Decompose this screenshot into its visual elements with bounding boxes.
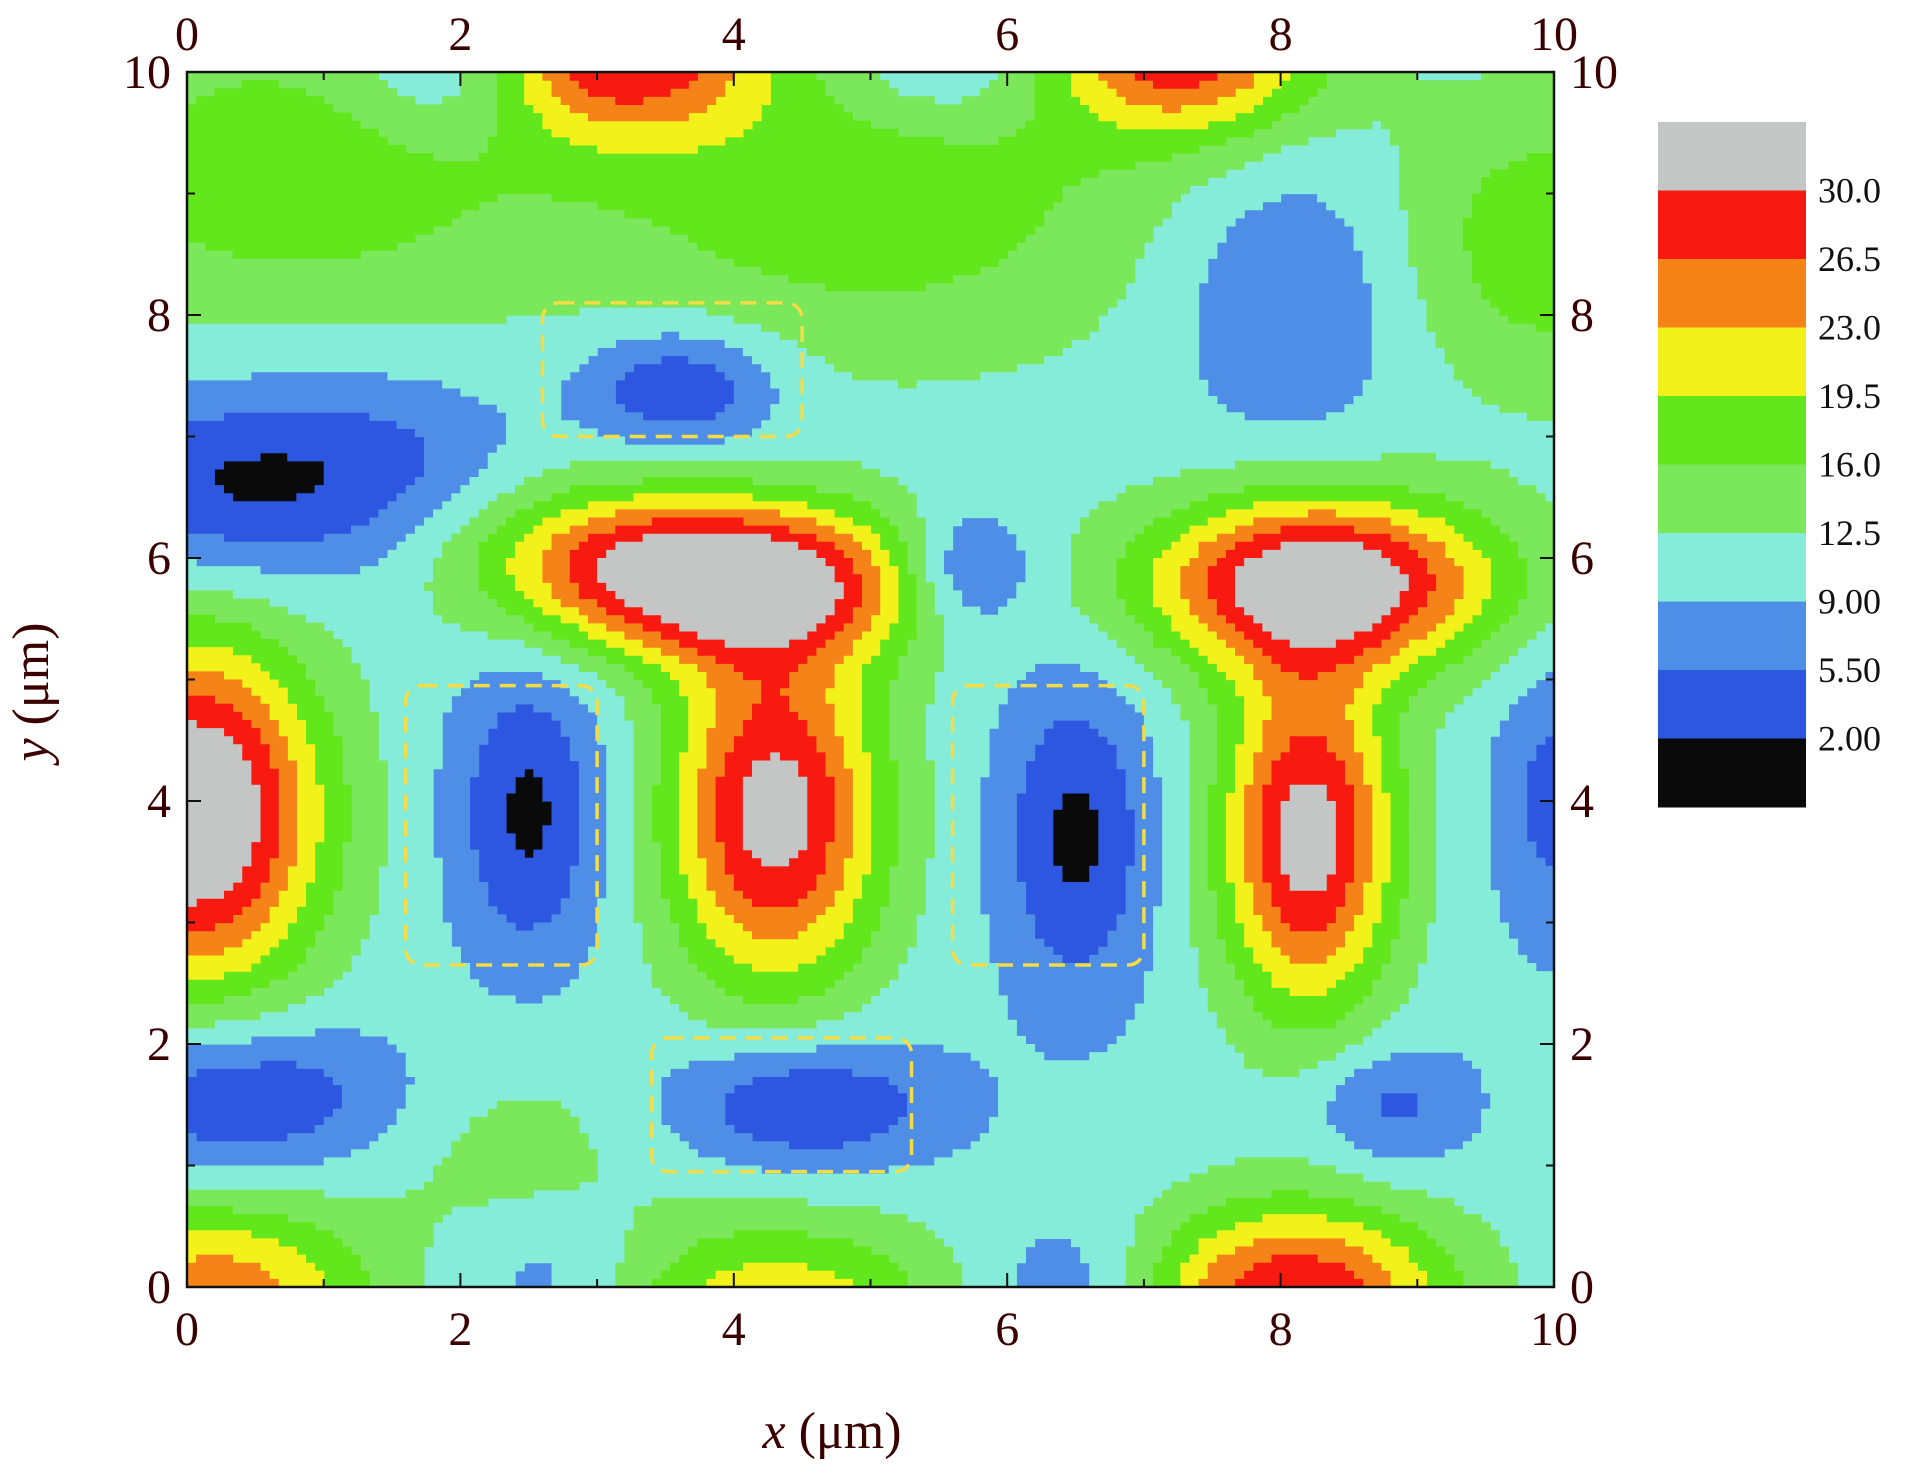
y-tick-label-left: 6 (147, 532, 171, 585)
x-tick-label-top: 4 (722, 8, 746, 61)
colorbar-swatch (1658, 464, 1806, 534)
colorbar-swatch (1658, 190, 1806, 260)
colorbar-level-label: 23.0 (1818, 308, 1881, 348)
contour-band-2 (187, 193, 1555, 1288)
y-tick-label-left: 4 (147, 775, 171, 828)
x-tick-label-bottom: 10 (1530, 1303, 1578, 1356)
highlight-box-1 (540, 301, 804, 439)
colorbar-swatch (1658, 396, 1806, 465)
y-tick-label-right: 8 (1570, 289, 1594, 342)
contour-band-4 (187, 72, 1555, 1288)
colorbar-swatch (1658, 533, 1806, 602)
colorbar: 2.00 5.50 9.00 12.5 16.0 19.5 23.0 26.5 30.0 (1658, 122, 1881, 808)
colorbar-level-label: 30.0 (1818, 171, 1881, 211)
x-tick-label-top: 0 (175, 8, 199, 61)
colorbar-swatch (1658, 259, 1806, 328)
x-tick-label-bottom: 8 (1269, 1303, 1293, 1356)
highlight-box-2 (403, 683, 599, 967)
colorbar-swatch (1658, 122, 1806, 191)
x-axis-title: x (μm) (761, 1403, 901, 1460)
colorbar-level-label: 26.5 (1818, 239, 1881, 279)
contour-plot-area (187, 72, 1555, 1288)
y-tick-label-left: 8 (147, 289, 171, 342)
y-tick-label-left: 2 (147, 1018, 171, 1071)
y-tick-label-left: 0 (147, 1261, 171, 1314)
colorbar-swatch (1658, 601, 1806, 671)
colorbar-level-label: 12.5 (1818, 513, 1881, 553)
colorbar-swatch (1658, 670, 1806, 739)
colorbar-level-label: 2.00 (1818, 719, 1881, 759)
y-tick-label-left: 10 (123, 46, 171, 99)
colorbar-level-label: 19.5 (1818, 376, 1881, 416)
x-axis-variable: x (761, 1403, 785, 1460)
contour-band-3 (187, 72, 1555, 1288)
highlight-boxes (403, 301, 1146, 1174)
x-tick-label-bottom: 4 (722, 1303, 746, 1356)
x-tick-label-bottom: 2 (448, 1303, 472, 1356)
y-tick-label-right: 2 (1570, 1018, 1594, 1071)
y-axis-title: y (μm) (3, 622, 60, 766)
contour-band-6 (187, 72, 1491, 1288)
highlight-box-3 (950, 683, 1146, 967)
y-tick-label-right: 4 (1570, 775, 1594, 828)
colorbar-level-label: 16.0 (1818, 445, 1881, 485)
x-axis-unit: (μm) (799, 1403, 902, 1460)
contour-band-5 (187, 72, 1555, 1288)
x-tick-label-bottom: 6 (995, 1303, 1019, 1356)
x-tick-label-bottom: 0 (175, 1303, 199, 1356)
x-tick-label-top: 10 (1530, 8, 1578, 61)
x-tick-label-top: 2 (448, 8, 472, 61)
highlight-box-4 (650, 1036, 914, 1174)
colorbar-level-label: 9.00 (1818, 582, 1881, 622)
y-axis-unit: (μm) (3, 622, 60, 725)
x-tick-label-top: 6 (995, 8, 1019, 61)
y-tick-label-right: 0 (1570, 1261, 1594, 1314)
y-tick-label-right: 6 (1570, 532, 1594, 585)
colorbar-swatch (1658, 738, 1806, 808)
y-axis-variable: y (3, 738, 60, 767)
x-tick-label-top: 8 (1269, 8, 1293, 61)
colorbar-level-label: 5.50 (1818, 650, 1881, 690)
contour-band-7 (187, 72, 1464, 1288)
y-tick-label-right: 10 (1570, 46, 1618, 99)
colorbar-swatch (1658, 327, 1806, 397)
contour-band-9 (187, 533, 1409, 907)
